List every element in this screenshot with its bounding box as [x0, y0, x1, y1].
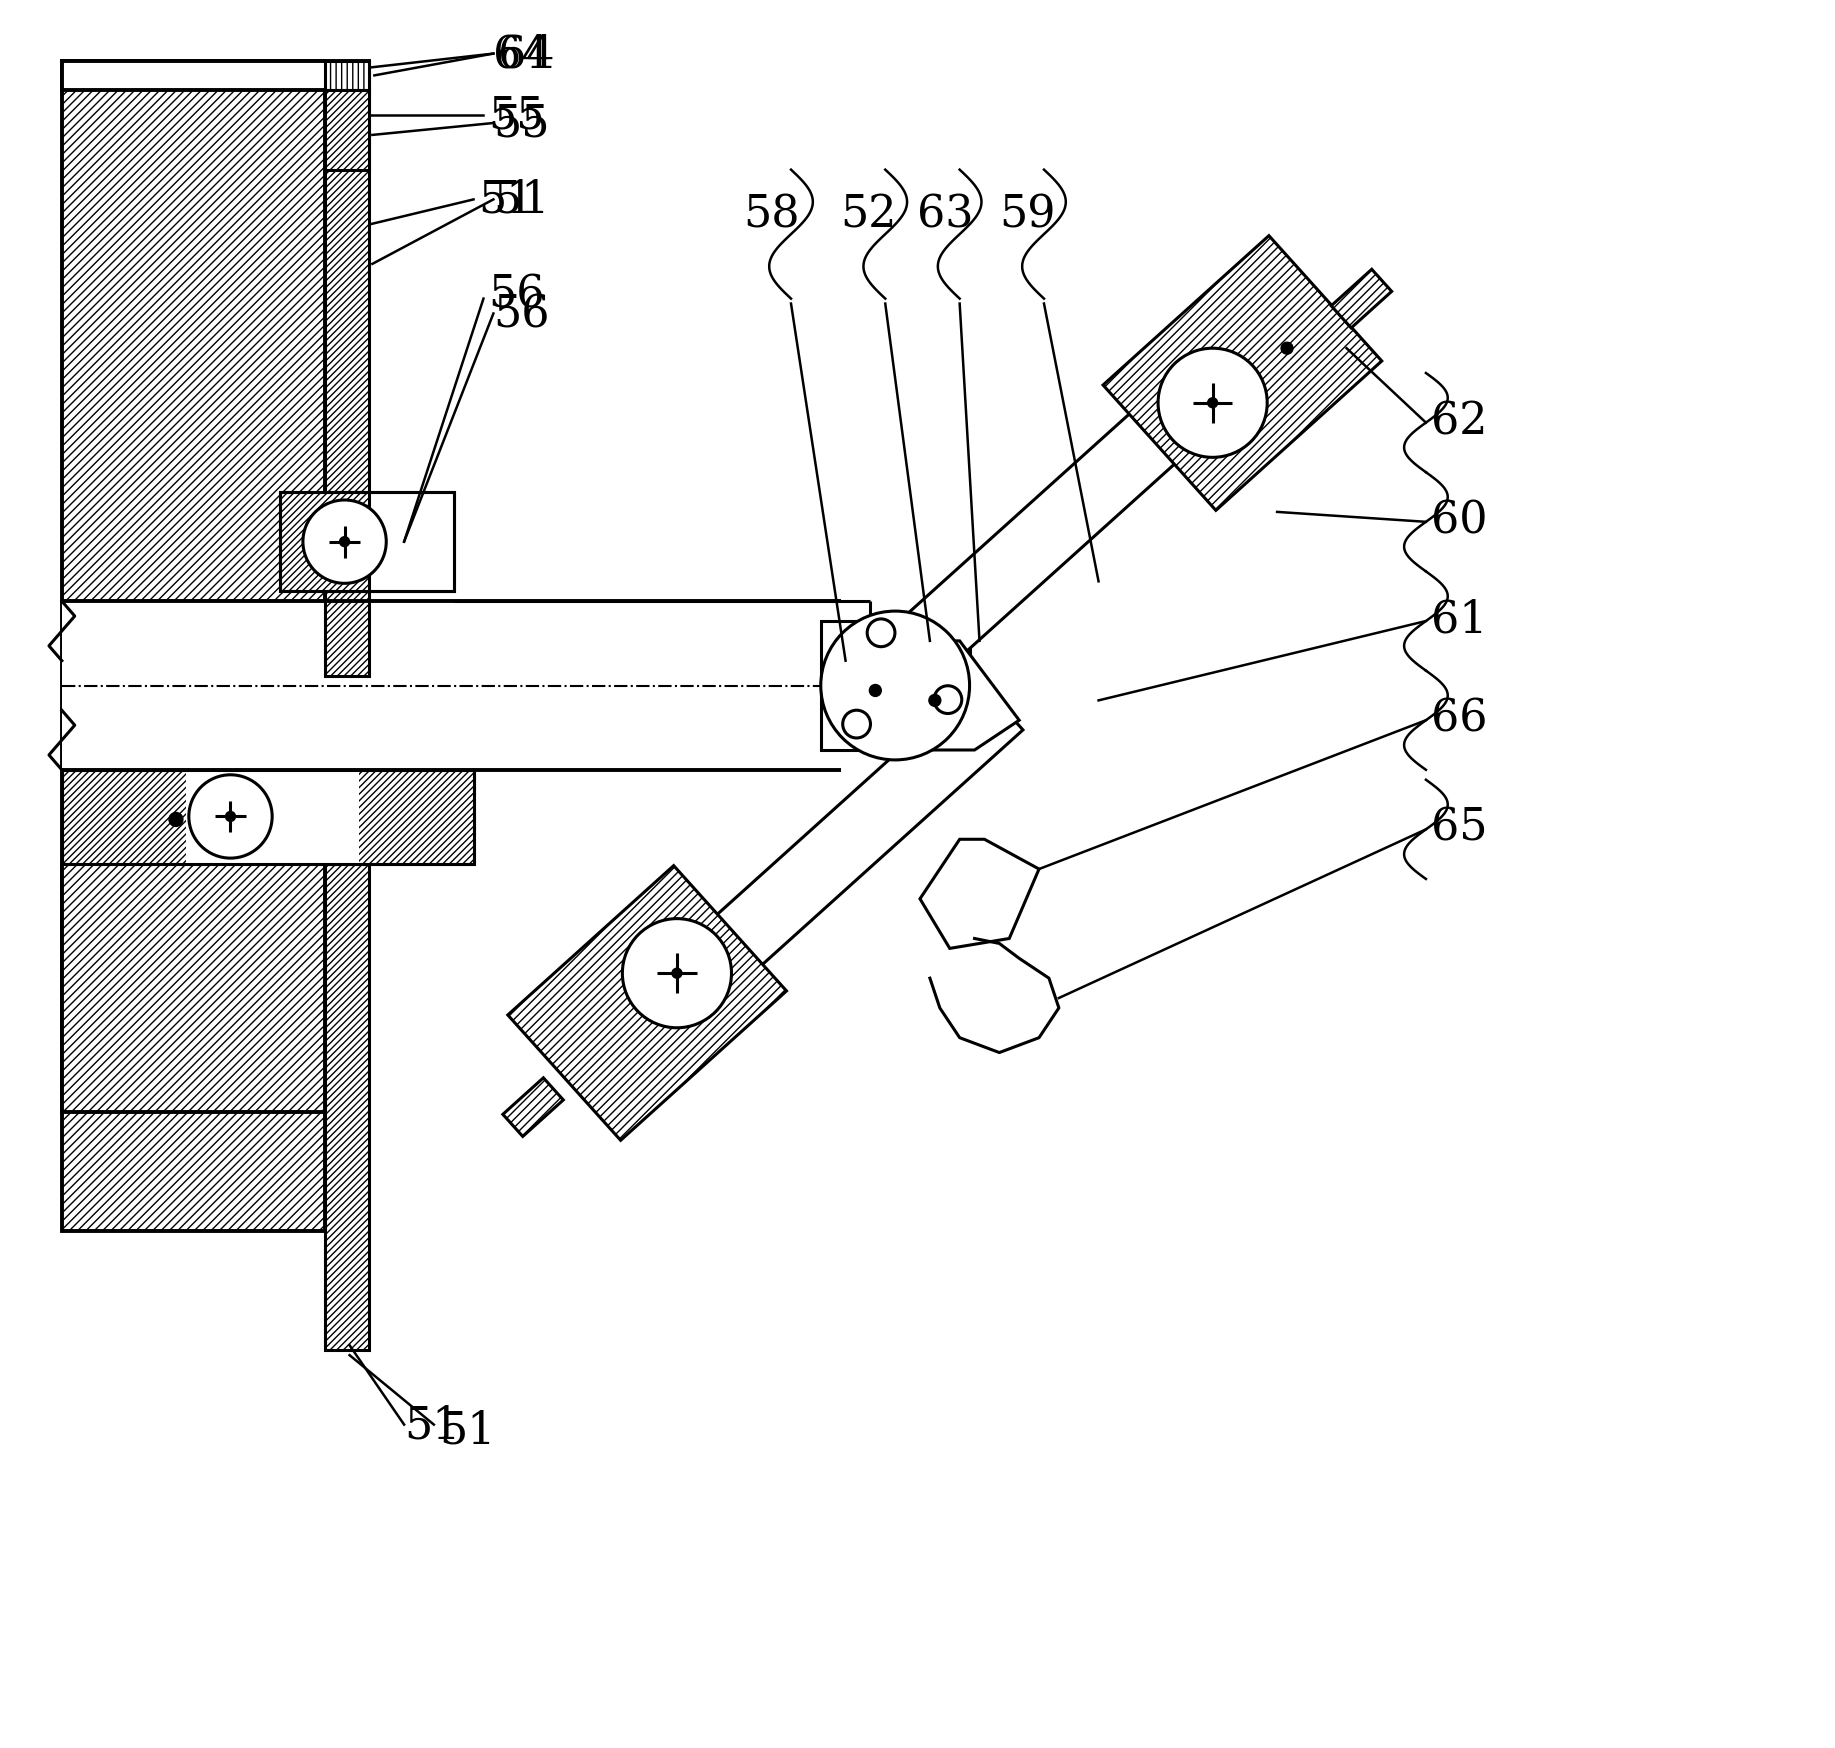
Circle shape	[868, 619, 895, 647]
Text: 51: 51	[479, 178, 536, 222]
Circle shape	[842, 711, 870, 739]
Polygon shape	[503, 1079, 563, 1136]
Text: 56: 56	[494, 292, 550, 336]
Bar	[325, 493, 453, 593]
Polygon shape	[831, 642, 1018, 750]
Text: 62: 62	[1431, 400, 1488, 442]
Text: 65: 65	[1431, 806, 1488, 850]
Bar	[281, 493, 369, 593]
Polygon shape	[919, 839, 1039, 949]
Bar	[62, 61, 325, 1231]
Text: 51: 51	[494, 178, 550, 222]
Text: 60: 60	[1431, 498, 1488, 542]
Text: 64: 64	[499, 33, 554, 77]
Circle shape	[934, 687, 962, 715]
Bar	[325, 61, 369, 676]
Bar	[185, 771, 360, 865]
Circle shape	[303, 500, 385, 584]
Bar	[62, 865, 325, 1112]
Bar	[62, 771, 473, 865]
Circle shape	[672, 968, 683, 979]
Circle shape	[1207, 399, 1218, 409]
Text: 66: 66	[1431, 697, 1488, 741]
Bar	[62, 601, 846, 771]
Polygon shape	[1330, 271, 1391, 329]
Text: 55: 55	[494, 103, 550, 145]
Bar	[325, 91, 369, 171]
Circle shape	[929, 696, 941, 706]
Polygon shape	[508, 865, 787, 1141]
Circle shape	[339, 537, 349, 547]
Bar	[325, 61, 369, 91]
Circle shape	[1158, 350, 1268, 458]
Circle shape	[820, 612, 969, 760]
Polygon shape	[1103, 236, 1382, 510]
Text: 56: 56	[488, 273, 545, 316]
Text: 51: 51	[439, 1409, 495, 1451]
Circle shape	[226, 813, 235, 822]
Text: 51: 51	[404, 1404, 461, 1446]
Text: 52: 52	[840, 194, 897, 236]
Text: 59: 59	[998, 194, 1055, 236]
Circle shape	[622, 919, 732, 1028]
Polygon shape	[872, 369, 1226, 697]
Text: 63: 63	[916, 194, 973, 236]
Bar	[62, 61, 369, 91]
Bar	[62, 771, 473, 865]
Bar	[281, 493, 453, 593]
Bar	[820, 622, 969, 750]
Circle shape	[189, 776, 272, 858]
Text: 58: 58	[743, 194, 800, 236]
Text: 55: 55	[488, 94, 545, 138]
Polygon shape	[668, 680, 1022, 1009]
Bar	[325, 865, 369, 1351]
Circle shape	[870, 685, 881, 697]
Text: 64: 64	[494, 33, 550, 77]
Circle shape	[1281, 343, 1294, 355]
Circle shape	[169, 813, 184, 827]
Text: 61: 61	[1431, 598, 1488, 642]
